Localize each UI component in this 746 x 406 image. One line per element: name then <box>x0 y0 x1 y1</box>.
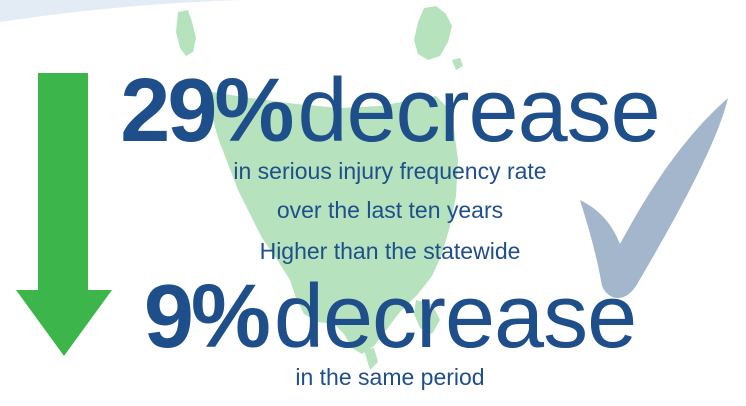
subtext-1-line-1: in serious injury frequency rate <box>233 158 547 184</box>
headline-1: 29%decrease <box>60 66 720 156</box>
headline-1-word: decrease <box>297 61 660 161</box>
subtext-1-line-2: over the last ten years <box>276 197 504 223</box>
headline-2-word: decrease <box>273 267 637 367</box>
corner-swoosh-decoration <box>0 0 240 22</box>
headline-1-percent: 29% <box>120 61 294 161</box>
subtext-1-line-3: Higher than the statewide <box>259 238 521 264</box>
headline-2-percent: 9% <box>143 267 271 367</box>
subtext-2-line-1: in the same period <box>295 364 485 390</box>
headline-2: 9%decrease <box>60 272 720 362</box>
